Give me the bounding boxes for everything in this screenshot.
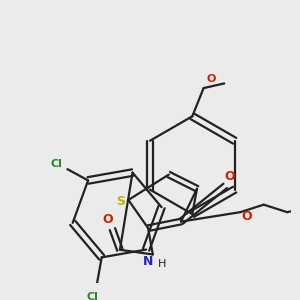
Text: O: O <box>242 210 252 224</box>
Text: O: O <box>206 74 216 84</box>
Text: S: S <box>116 195 125 208</box>
Text: Cl: Cl <box>50 160 62 170</box>
Text: O: O <box>225 170 235 183</box>
Text: N: N <box>143 256 153 268</box>
Text: Cl: Cl <box>86 292 98 300</box>
Text: O: O <box>102 213 113 226</box>
Text: H: H <box>158 259 166 269</box>
